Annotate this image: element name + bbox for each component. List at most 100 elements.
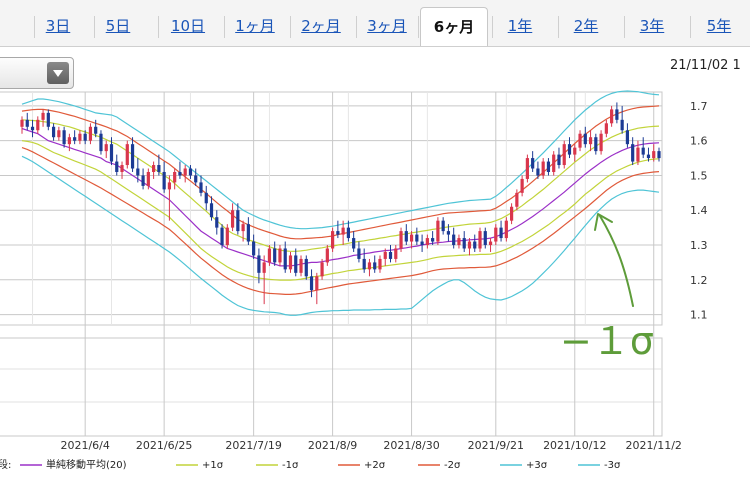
- candle-body: [441, 220, 445, 232]
- tab-separator: [690, 16, 691, 38]
- candle-body: [404, 231, 408, 242]
- candle-body: [520, 178, 524, 193]
- legend-label: +2σ: [364, 460, 386, 471]
- tab-3[interactable]: 10日: [170, 17, 206, 35]
- y-tick-label: 1.3: [690, 239, 708, 252]
- legend-label: +3σ: [526, 460, 548, 471]
- candle-body: [109, 144, 114, 162]
- candle-body: [62, 130, 66, 145]
- tab-separator: [224, 16, 225, 38]
- candle-body: [567, 144, 572, 155]
- candle-body: [341, 227, 345, 235]
- candle-body: [625, 130, 630, 145]
- candle-body: [641, 147, 645, 155]
- band-lines: [21, 90, 660, 316]
- tab-8[interactable]: 1年: [507, 17, 533, 35]
- tab-6[interactable]: 3ヶ月: [367, 17, 407, 35]
- y-tick-label: 1.4: [690, 204, 708, 217]
- candle-body: [578, 133, 582, 148]
- series-line-2: [21, 140, 660, 281]
- tab-7[interactable]: 6ヶ月: [420, 7, 488, 46]
- candle-body: [215, 217, 219, 228]
- tab-5[interactable]: 2ヶ月: [301, 17, 341, 35]
- tab-4[interactable]: 1ヶ月: [235, 17, 275, 35]
- legend-label: -1σ: [282, 460, 299, 471]
- tab-9[interactable]: 2年: [573, 17, 599, 35]
- legend-prefix: 段:: [0, 458, 11, 471]
- candle-body: [183, 168, 187, 176]
- candle-body: [636, 147, 640, 162]
- candle-body: [104, 144, 108, 152]
- legend-label: 単純移動平均(20): [46, 458, 127, 471]
- candle-body: [36, 119, 40, 131]
- candle-body: [209, 203, 214, 218]
- candle-body: [304, 258, 308, 277]
- y-tick-label: 1.7: [690, 100, 708, 113]
- x-tick-label: 2021/8/30: [383, 439, 439, 452]
- candle-body: [115, 161, 119, 172]
- candle-body: [283, 248, 287, 270]
- candle-body: [225, 227, 229, 246]
- candle-body: [536, 168, 540, 176]
- candle-body: [99, 133, 103, 152]
- candle-body: [546, 161, 551, 172]
- candle-body: [562, 144, 566, 166]
- candle-body: [152, 165, 156, 172]
- candle-body: [531, 158, 535, 169]
- tab-11[interactable]: 5年: [706, 17, 732, 35]
- candle-body: [631, 144, 635, 162]
- candle-body: [357, 248, 361, 259]
- candle-body: [325, 248, 329, 263]
- tab-separator: [418, 16, 419, 38]
- candle-body: [130, 144, 135, 169]
- candle-body: [499, 227, 503, 239]
- x-tick-label: 2021/9/21: [468, 439, 524, 452]
- candle-body: [173, 171, 177, 183]
- candle-body: [378, 258, 382, 270]
- tab-separator: [492, 16, 493, 38]
- tab-1[interactable]: 3日: [45, 17, 71, 35]
- tab-10[interactable]: 3年: [639, 17, 665, 35]
- tab-separator: [356, 16, 357, 38]
- candle-body: [478, 231, 482, 249]
- x-tick-label: 2021/7/19: [225, 439, 281, 452]
- candle-body: [236, 210, 240, 232]
- legend-label: -2σ: [444, 460, 461, 471]
- candle-body: [67, 137, 71, 145]
- tab-2[interactable]: 5日: [105, 17, 131, 35]
- tab-separator: [558, 16, 559, 38]
- x-tick-label: 2021/6/4: [60, 439, 109, 452]
- candle-body: [610, 109, 614, 124]
- candle-body: [141, 175, 145, 186]
- candle-body: [20, 119, 24, 127]
- indicator-dropdown[interactable]: [0, 57, 74, 89]
- candle-body: [78, 133, 82, 141]
- candle-body: [362, 258, 366, 270]
- legend-label: +1σ: [202, 460, 224, 471]
- series-line-6: [21, 155, 660, 316]
- candle-body: [94, 126, 98, 134]
- candle-body: [88, 126, 93, 141]
- candle-body: [162, 171, 166, 190]
- tab-separator: [34, 16, 35, 38]
- candle-body: [409, 234, 414, 242]
- candle-body: [352, 238, 356, 249]
- candle-body: [599, 133, 603, 152]
- candle-body: [515, 192, 519, 207]
- candle-body: [552, 154, 556, 172]
- axis-labels: 1.7 1.6 1.5 1.4 1.3 1.2 1.1 2021/6/4 2021/6/25 20…: [60, 100, 707, 452]
- chart-grid: [0, 91, 663, 437]
- x-tick-label: 2021/6/25: [136, 439, 192, 452]
- candle-body: [57, 130, 61, 138]
- chevron-down-icon[interactable]: [47, 62, 69, 84]
- candle-body: [331, 231, 335, 249]
- candle-body: [473, 241, 477, 249]
- candle-body: [446, 231, 451, 235]
- candle-body: [125, 144, 129, 166]
- legend-label: -3σ: [604, 460, 621, 471]
- candle-body: [525, 158, 529, 179]
- candle-body: [246, 224, 250, 242]
- candle-body: [420, 241, 424, 246]
- candle-body: [457, 238, 461, 246]
